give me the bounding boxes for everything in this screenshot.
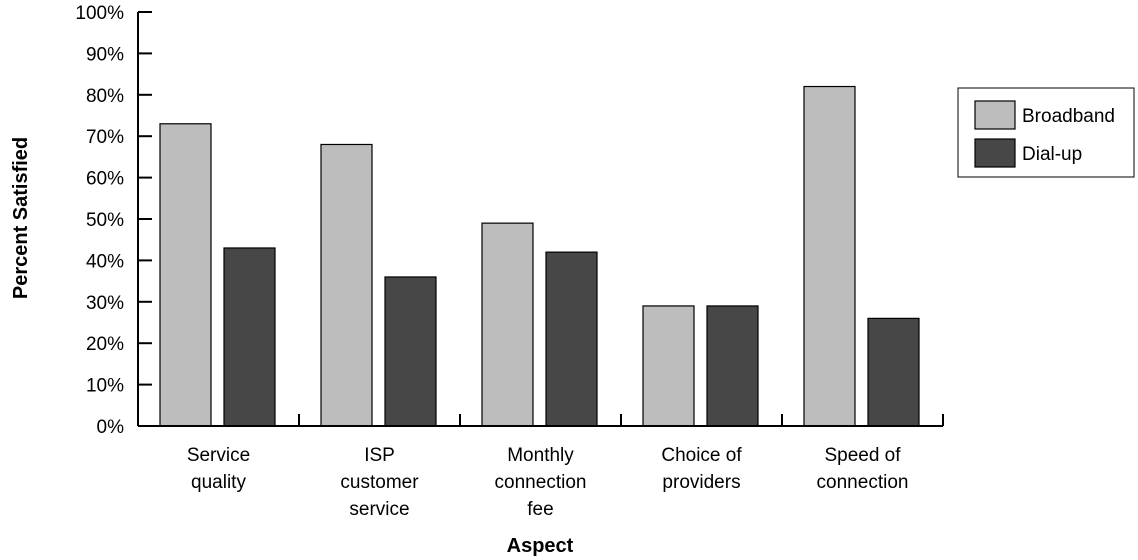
- y-tick-label: 30%: [86, 293, 124, 314]
- legend-swatch: [974, 100, 1016, 130]
- bar-dial-up-1: [223, 247, 276, 427]
- category-label: ISP customer service: [340, 445, 419, 520]
- category-label: Monthly connection fee: [495, 445, 587, 520]
- y-tick-label: 10%: [86, 376, 124, 397]
- category-labels: Service quality ISP customer service Monthly c…: [187, 445, 909, 520]
- y-tick-label: 0%: [97, 417, 125, 438]
- legend-swatch: [974, 138, 1016, 168]
- category-label: Speed of connection: [817, 445, 909, 493]
- y-tick-label: 100%: [75, 3, 124, 24]
- bar-dial-up-2: [384, 276, 437, 427]
- y-tick-label: 90%: [86, 44, 124, 65]
- legend: Broadband Dial-up: [957, 87, 1135, 178]
- y-tick-label: 70%: [86, 127, 124, 148]
- bars: [159, 85, 920, 427]
- y-tick-label: 80%: [86, 86, 124, 107]
- y-tick-label: 40%: [86, 251, 124, 272]
- x-axis-ticks: [298, 414, 944, 426]
- bar-broadband-5: [803, 85, 856, 427]
- y-tick-label: 50%: [86, 210, 124, 231]
- y-axis-ticks: 0% 10% 20% 30% 40% 50% 60% 70% 80% 90% 100%: [75, 3, 152, 438]
- bar-broadband-2: [320, 143, 373, 427]
- bar-dial-up-5: [867, 317, 920, 427]
- bar-dial-up-3: [545, 251, 598, 427]
- legend-label: Dial-up: [1022, 144, 1082, 165]
- y-axis-title: Percent Satisfied: [10, 137, 32, 299]
- category-label: Choice of providers: [661, 445, 742, 493]
- bar-dial-up-4: [706, 305, 759, 427]
- bar-broadband-3: [481, 222, 534, 427]
- category-label: Service quality: [187, 445, 250, 493]
- bar-broadband-4: [642, 305, 695, 427]
- x-axis-title: Aspect: [507, 535, 574, 557]
- bar-broadband-1: [159, 123, 212, 427]
- legend-label: Broadband: [1022, 106, 1115, 127]
- y-tick-label: 60%: [86, 169, 124, 190]
- y-tick-label: 20%: [86, 334, 124, 355]
